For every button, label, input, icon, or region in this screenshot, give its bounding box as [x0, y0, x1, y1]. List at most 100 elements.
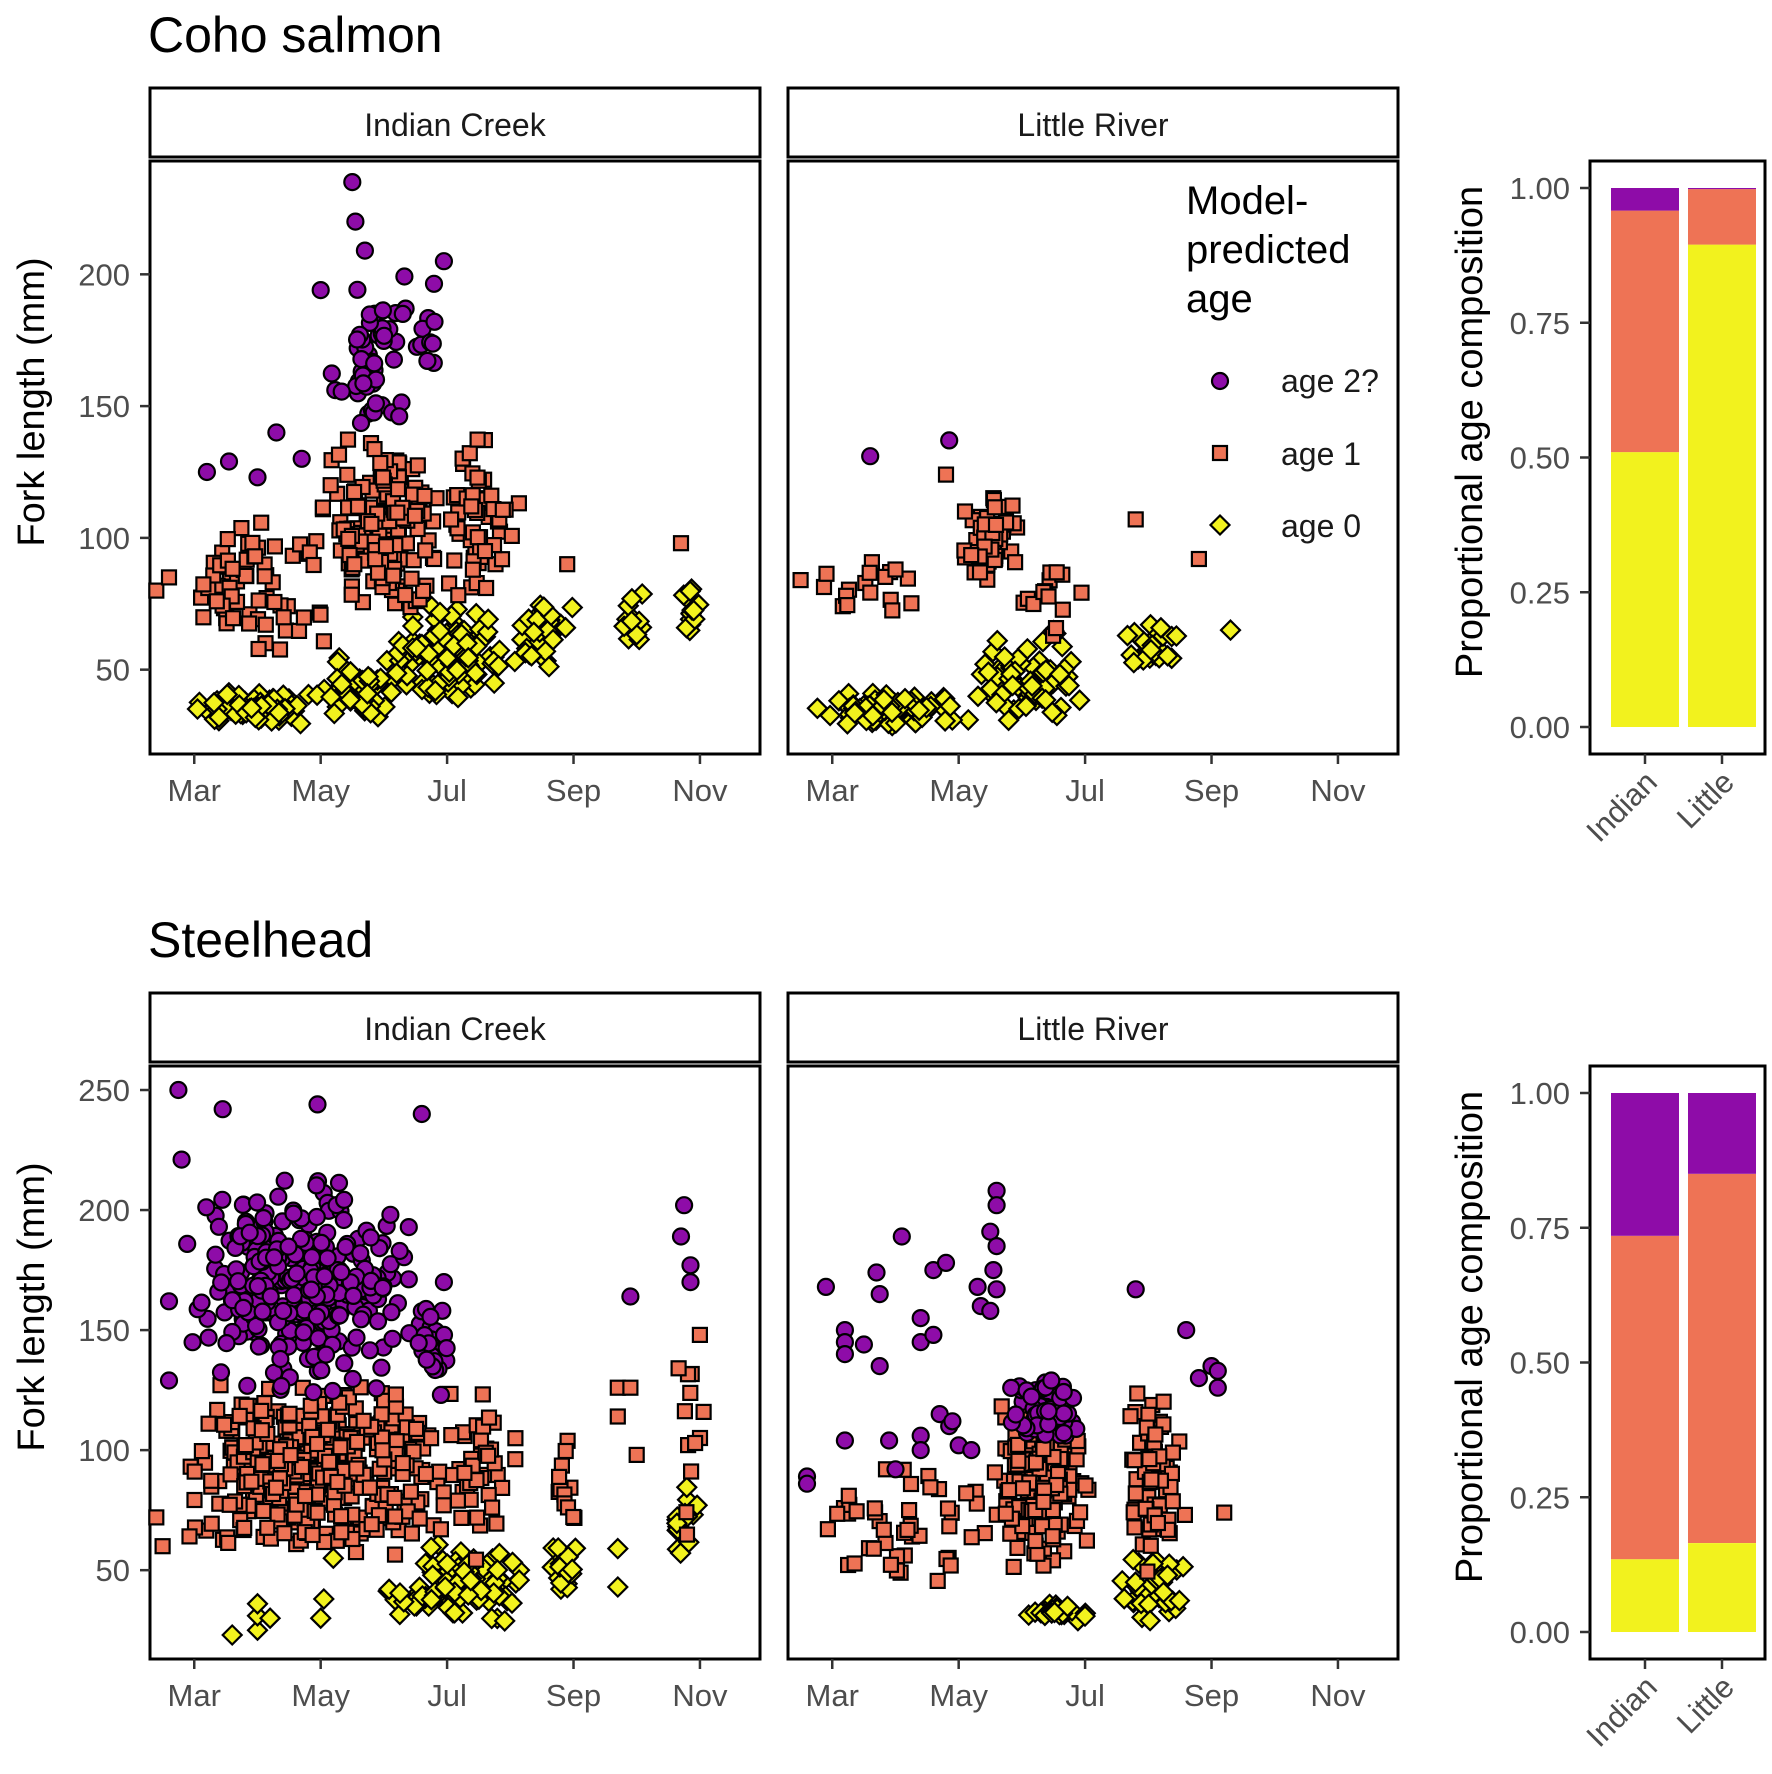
point-age-2 [367, 1379, 386, 1398]
coho-indian-creek-x-axis: Mar May Jul Sep Nov [168, 754, 728, 808]
point-age-2 [911, 1308, 930, 1328]
steelhead-composition-y-axis-title: Proportional age composition [1449, 1091, 1491, 1583]
point-age-0 [1156, 644, 1179, 667]
point-age-0 [1139, 1609, 1162, 1632]
point-age-2 [384, 350, 403, 369]
point-age-1 [1047, 619, 1065, 637]
point-age-1 [329, 1473, 346, 1491]
point-age-1 [865, 1540, 882, 1557]
point-age-1 [478, 579, 495, 597]
bar-little-age-2 [1688, 1093, 1756, 1174]
point-age-2 [1177, 1320, 1196, 1340]
point-age-2 [197, 1198, 216, 1217]
point-age-1 [423, 1430, 440, 1447]
point-age-1 [1143, 1471, 1160, 1488]
point-age-2 [217, 1333, 236, 1353]
point-age-2 [383, 1329, 402, 1348]
point-age-0 [985, 691, 1008, 714]
point-age-1 [250, 640, 267, 658]
point-age-1 [1048, 564, 1065, 581]
coho-panel-little-river [786, 159, 1400, 756]
point-age-1 [815, 578, 833, 596]
point-age-2 [681, 1272, 700, 1292]
point-age-1 [1035, 1493, 1052, 1511]
point-age-0 [221, 1623, 244, 1647]
point-age-1 [369, 564, 387, 581]
point-age-2 [984, 1260, 1003, 1280]
point-age-1 [222, 1466, 239, 1483]
point-age-2 [373, 301, 392, 320]
point-age-2 [621, 1287, 640, 1306]
point-age-1 [682, 1384, 699, 1402]
bar-little-age-1 [1688, 189, 1756, 245]
point-age-2 [1208, 1361, 1227, 1381]
point-age-1 [193, 1442, 210, 1460]
x-tick-label: Mar [806, 1678, 859, 1713]
legend-title-line-1: Model- [1186, 179, 1308, 223]
point-age-1 [394, 1454, 411, 1472]
point-age-1 [839, 596, 856, 614]
point-age-1 [1027, 1454, 1045, 1471]
point-age-1 [237, 567, 254, 585]
point-age-1 [476, 542, 494, 560]
point-age-1 [976, 1524, 993, 1542]
point-age-2 [307, 1176, 326, 1195]
steelhead-indian-creek-points [148, 1080, 712, 1647]
point-age-1 [488, 1515, 505, 1532]
point-age-0 [675, 1476, 698, 1499]
x-tick-label: Nov [1310, 1678, 1366, 1713]
point-age-2 [1189, 1368, 1209, 1388]
point-age-1 [818, 565, 835, 582]
coho-y-axis: 50 100 150 200 [78, 257, 150, 688]
point-age-1 [686, 1434, 704, 1452]
point-age-2 [344, 1286, 363, 1306]
point-age-1 [1009, 1436, 1027, 1454]
point-age-1 [1164, 1493, 1181, 1510]
point-age-2 [308, 1095, 327, 1114]
point-age-2 [962, 1440, 981, 1460]
point-age-2 [267, 423, 286, 442]
point-age-1 [1035, 1440, 1052, 1458]
point-age-1 [691, 1326, 709, 1344]
point-age-1 [355, 1412, 372, 1429]
point-age-1 [678, 1526, 696, 1543]
point-age-2 [292, 449, 311, 468]
point-age-2 [169, 1080, 188, 1100]
point-age-0 [493, 1609, 516, 1632]
point-age-0 [986, 629, 1009, 652]
point-age-1 [461, 445, 478, 462]
point-age-1 [343, 586, 360, 603]
point-age-0 [388, 1582, 412, 1605]
point-age-2 [348, 280, 367, 299]
point-age-2 [372, 1358, 391, 1377]
point-age-1 [203, 1515, 220, 1532]
point-age-2 [854, 1335, 874, 1354]
point-age-0 [1116, 624, 1139, 647]
point-age-2 [197, 462, 216, 482]
point-age-0 [1014, 695, 1038, 718]
point-age-2 [399, 1270, 418, 1289]
point-age-2 [1042, 1371, 1061, 1390]
point-age-1 [695, 1403, 712, 1421]
point-age-0 [542, 628, 565, 651]
coho-strip-label-indian-creek: Indian Creek [364, 107, 546, 143]
point-age-2 [183, 1333, 202, 1352]
point-age-1 [1126, 1452, 1143, 1469]
point-age-1 [446, 552, 463, 569]
point-age-1 [929, 1572, 946, 1590]
point-age-1 [387, 1508, 404, 1525]
point-age-1 [986, 1464, 1004, 1481]
point-age-2 [312, 1233, 331, 1253]
point-age-0 [459, 1569, 482, 1592]
point-age-2 [311, 281, 330, 300]
x-tick-label: Mar [168, 1678, 221, 1713]
point-age-2 [253, 1302, 272, 1321]
point-age-1 [333, 1508, 350, 1525]
point-age-1 [253, 1402, 270, 1420]
point-age-2 [1006, 1405, 1025, 1424]
point-age-0 [806, 697, 829, 720]
point-age-2 [284, 1286, 304, 1305]
point-age-1 [507, 1430, 524, 1447]
point-age-1 [386, 1489, 403, 1507]
point-age-0 [503, 650, 526, 673]
